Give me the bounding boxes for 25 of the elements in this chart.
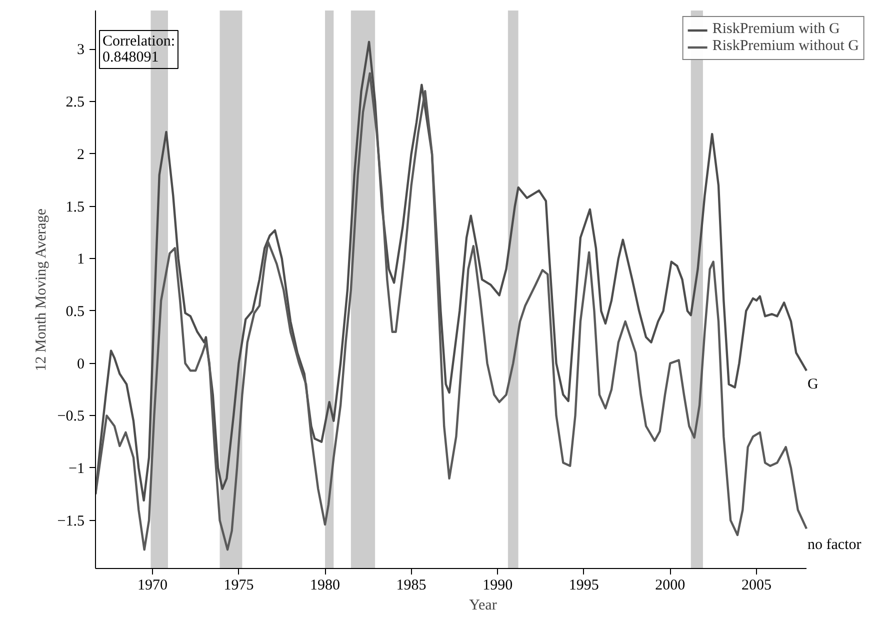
x-axis-title: Year bbox=[469, 598, 497, 614]
x-tick-label: 1995 bbox=[568, 578, 599, 594]
y-tick-label: −1 bbox=[68, 460, 85, 477]
annotation: G bbox=[808, 376, 819, 393]
y-tick-label: 1.5 bbox=[66, 199, 84, 216]
legend-label: RiskPremium with G bbox=[712, 21, 840, 38]
x-tick-label: 1985 bbox=[396, 578, 426, 594]
y-tick-label: −0.5 bbox=[57, 408, 85, 425]
y-tick-label: 2 bbox=[77, 146, 84, 163]
y-tick-label: 3 bbox=[77, 42, 84, 58]
x-tick-label: 1990 bbox=[482, 578, 513, 594]
y-tick-label: 1 bbox=[77, 252, 84, 268]
y-tick-label: 2.5 bbox=[66, 94, 84, 111]
annotation: Correlation: 0.848091 bbox=[102, 34, 175, 66]
y-tick-label: 0.5 bbox=[66, 304, 84, 320]
y-tick-label: 0 bbox=[77, 356, 84, 372]
x-tick-label: 1980 bbox=[310, 578, 340, 594]
x-tick-label: 1975 bbox=[224, 578, 254, 594]
x-tick-label: 2005 bbox=[741, 578, 772, 594]
x-tick-label: 2000 bbox=[655, 578, 686, 594]
y-axis-title: 12 Month Moving Average bbox=[33, 208, 50, 372]
x-tick-label: 1970 bbox=[137, 578, 168, 594]
y-tick-label: −1.5 bbox=[57, 513, 85, 530]
annotation: no factor bbox=[808, 536, 862, 553]
legend-label: RiskPremium without G bbox=[712, 38, 859, 55]
